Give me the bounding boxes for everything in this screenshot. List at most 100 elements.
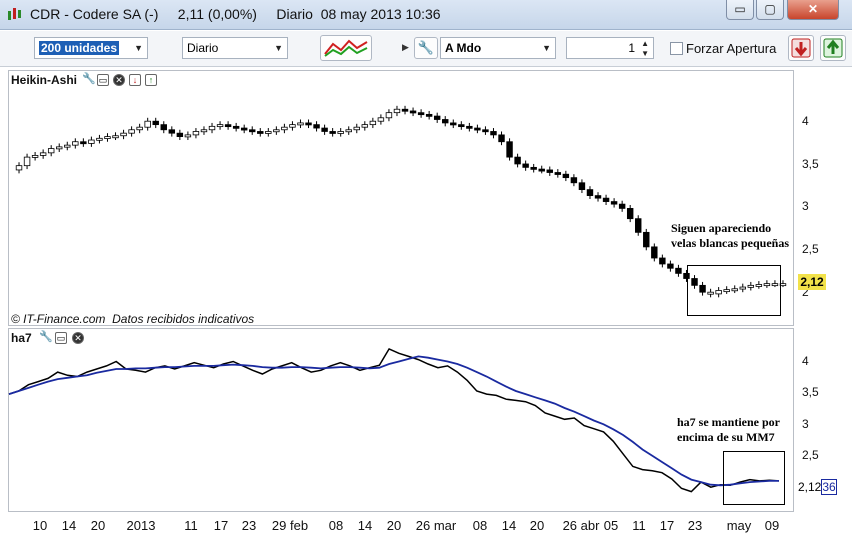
candle xyxy=(168,129,176,134)
x-axis: 10 14 20 2013 11 17 23 29 feb 08 14 20 26 mar 08 14 20… xyxy=(8,514,794,536)
candle xyxy=(699,284,706,293)
x-tick-label: 20 xyxy=(386,518,402,533)
candle xyxy=(249,129,256,133)
stepper-arrows-icon[interactable]: ▲ ▼ xyxy=(641,39,649,58)
candle xyxy=(200,129,208,133)
candle xyxy=(104,136,111,139)
window-icon[interactable]: ▭ xyxy=(97,74,109,86)
close-icon[interactable]: ✕ xyxy=(113,74,125,86)
wrench-icon[interactable]: 🔧 xyxy=(39,331,53,344)
maximize-button[interactable]: ▢ xyxy=(756,0,784,20)
indicator-y-tick: 4 xyxy=(802,353,809,368)
chart-app-icon xyxy=(8,8,21,20)
wrench-icon[interactable]: 🔧 xyxy=(414,37,438,59)
ha7-line xyxy=(8,347,780,493)
force-open-label: Forzar Apertura xyxy=(686,41,777,56)
units-dropdown[interactable]: 200 unidades ▼ xyxy=(34,37,148,59)
toolbar-scroll-arrow[interactable]: ▶ xyxy=(402,42,409,52)
candle xyxy=(433,115,441,120)
candle xyxy=(31,155,39,158)
annotation-box xyxy=(687,265,781,316)
candle xyxy=(562,173,570,179)
wrench-icon[interactable]: 🔧 xyxy=(82,73,96,86)
x-tick-label: 09 xyxy=(764,518,780,533)
candle xyxy=(401,108,409,112)
ha7-chart xyxy=(8,347,780,493)
sell-button[interactable] xyxy=(788,35,814,61)
quantity-stepper[interactable]: 1 ▲ ▼ xyxy=(566,37,654,59)
window-title: CDR - Codere SA (-) 2,11 (0,00%) Diario … xyxy=(30,6,441,22)
x-tick-label: 26 mar xyxy=(415,518,457,533)
candle xyxy=(39,152,47,156)
candle xyxy=(232,125,240,129)
candle xyxy=(755,284,763,287)
candle xyxy=(626,208,634,220)
line-chart-icon xyxy=(324,39,368,57)
price-annotation-line1: Siguen apareciendo xyxy=(671,221,772,235)
price-annotation: Siguen apareciendo velas blancas pequeña… xyxy=(671,221,789,251)
force-open-checkbox[interactable] xyxy=(670,42,683,55)
candle xyxy=(265,131,272,134)
units-value: 200 unidades xyxy=(39,41,120,55)
candle xyxy=(15,165,23,171)
candle xyxy=(779,283,787,287)
x-tick-label: 20 xyxy=(529,518,545,533)
window-icon[interactable]: ▭ xyxy=(55,332,67,344)
title-bar: CDR - Codere SA (-) 2,11 (0,00%) Diario … xyxy=(0,0,852,30)
candle xyxy=(88,139,95,144)
x-tick-label: 08 xyxy=(328,518,344,533)
indicator-panel-label: ha7 xyxy=(11,331,32,345)
price-y-tick: 3,5 xyxy=(802,156,819,171)
candle xyxy=(289,124,296,128)
candle xyxy=(747,284,755,288)
candle xyxy=(586,189,594,196)
close-icon[interactable]: ✕ xyxy=(72,332,84,344)
minimize-button[interactable]: ▭ xyxy=(726,0,754,20)
x-tick-label: 17 xyxy=(659,518,675,533)
price-chart-panel[interactable]: Heikin-Ashi 🔧 ▭ ✕ ↓ ↑ Siguen apareciendo… xyxy=(8,70,794,326)
candle xyxy=(385,112,393,119)
order-type-dropdown[interactable]: A Mdo ▼ xyxy=(440,37,556,59)
candle xyxy=(64,144,71,148)
candle xyxy=(329,131,336,134)
candle xyxy=(514,156,521,165)
x-tick-label: 14 xyxy=(357,518,373,533)
x-tick-label: 10 xyxy=(32,518,48,533)
x-tick-label: 17 xyxy=(213,518,229,533)
candle xyxy=(240,127,248,131)
candle xyxy=(739,286,746,290)
candle xyxy=(313,124,320,129)
candle xyxy=(643,231,650,248)
buy-button[interactable] xyxy=(820,35,846,61)
indicator-chart-icon[interactable] xyxy=(320,35,372,61)
close-button[interactable]: ✕ xyxy=(787,0,839,20)
candle xyxy=(409,110,417,114)
indicator-chart-panel[interactable]: ha7 🔧 ▭ ✕ ha7 se mantiene por encima de … xyxy=(8,328,794,512)
order-toolbar: 200 unidades ▼ Diario ▼ ▶ 🔧 A Mdo ▼ 1 ▲ ▼… xyxy=(0,31,852,67)
buy-mini-icon[interactable]: ↑ xyxy=(145,74,157,86)
candle xyxy=(417,112,425,116)
candle xyxy=(651,246,658,259)
candle xyxy=(450,122,457,126)
indicator-annotation-line1: ha7 se mantiene por xyxy=(677,415,780,429)
candle xyxy=(691,278,698,286)
candle xyxy=(683,272,690,279)
sell-mini-icon[interactable]: ↓ xyxy=(129,74,141,86)
x-tick-label: 2013 xyxy=(126,518,156,533)
x-tick-label: 23 xyxy=(241,518,257,533)
candle xyxy=(273,129,280,133)
candle xyxy=(602,197,610,202)
candle xyxy=(530,166,537,170)
candle xyxy=(570,177,578,184)
candle xyxy=(546,169,553,173)
candle xyxy=(56,146,63,150)
chevron-down-icon: ▼ xyxy=(134,43,143,53)
period-dropdown[interactable]: Diario ▼ xyxy=(182,37,288,59)
candle xyxy=(522,163,529,168)
candle xyxy=(120,132,127,137)
mm7-line xyxy=(8,355,779,487)
candle xyxy=(337,131,344,134)
candle xyxy=(659,257,666,265)
candle xyxy=(594,195,602,199)
x-tick-label: 29 feb xyxy=(271,518,309,533)
